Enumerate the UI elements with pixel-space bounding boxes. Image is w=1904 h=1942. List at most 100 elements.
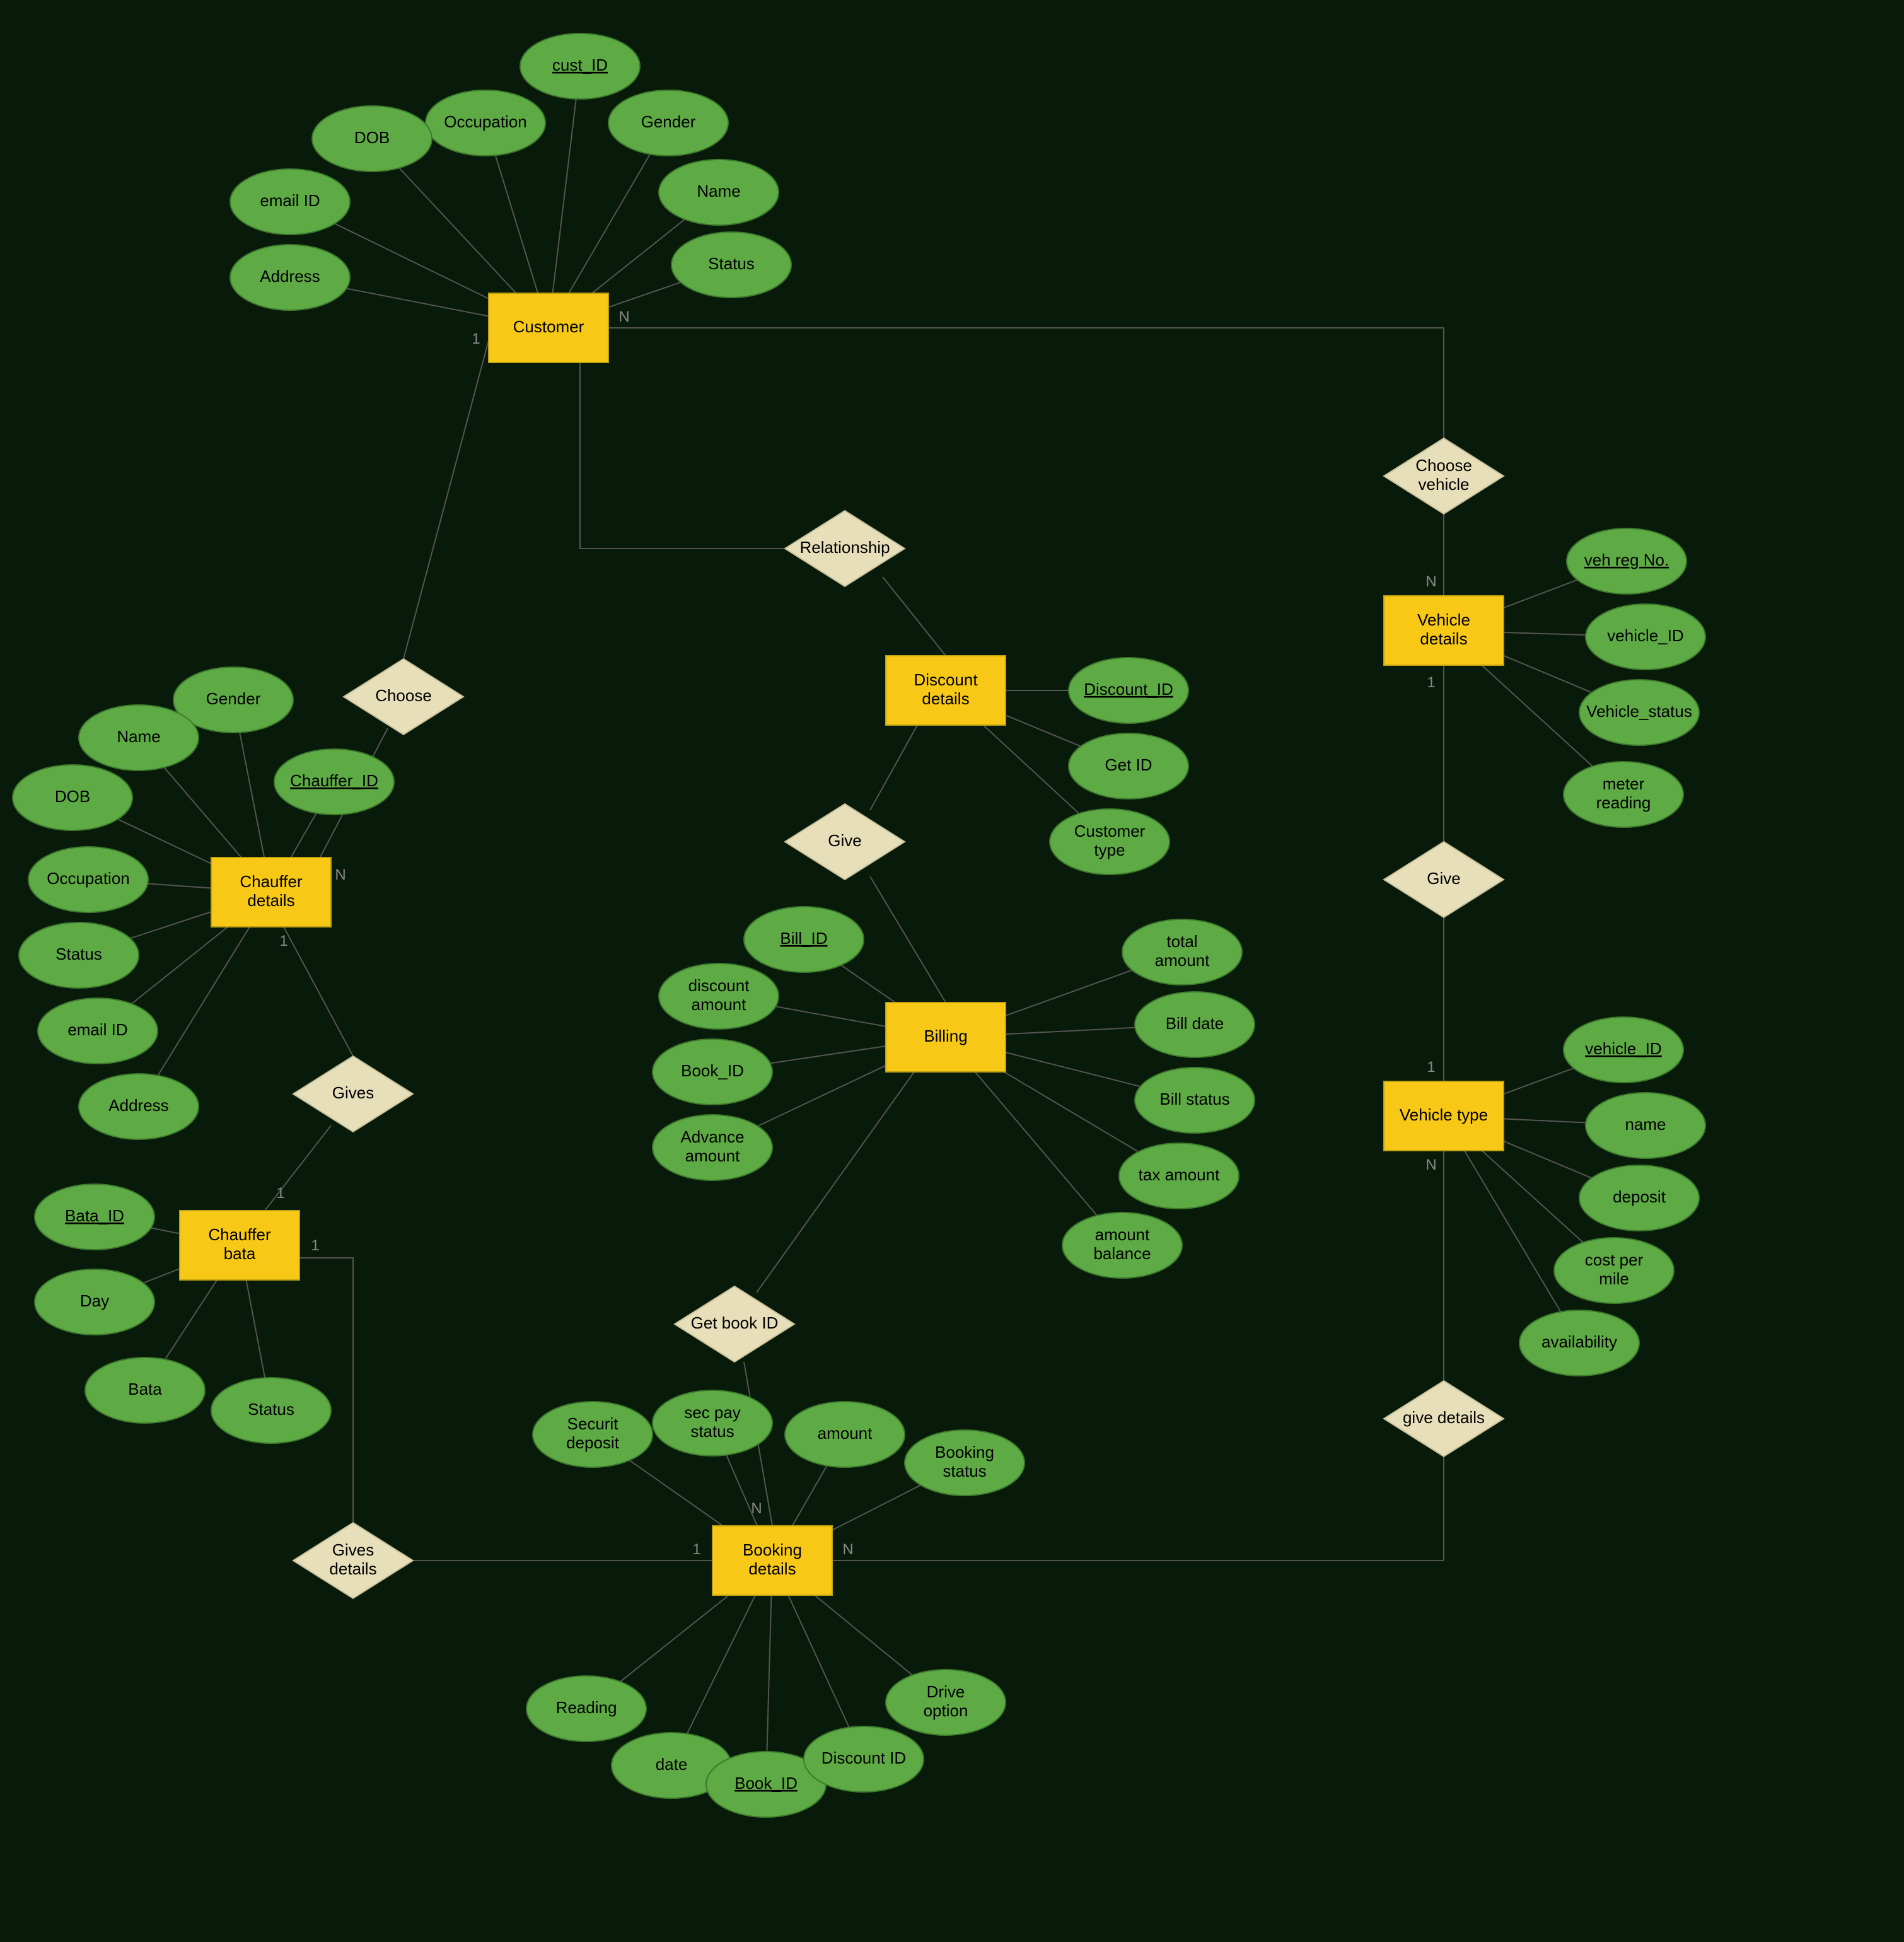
svg-text:DOB: DOB [354,128,390,147]
attribute-securit-deposit: Securitdeposit [533,1402,653,1467]
cardinality: N [618,308,629,325]
svg-text:Get ID: Get ID [1105,755,1152,774]
attribute-name: Name [79,705,199,770]
svg-text:total: total [1166,932,1197,951]
attribute-chauffer_id: Chauffer_ID [274,749,394,815]
relation-givesdetails: Givesdetails [293,1523,413,1598]
relation-choose: Choose [344,659,463,735]
cardinality: 1 [472,330,480,347]
svg-text:details: details [748,1559,796,1578]
attribute-discount-id: Discount ID [804,1726,924,1792]
attribute-drive-option: Driveoption [886,1670,1006,1735]
attribute-occupation: Occupation [28,847,148,912]
entity-chauffer: Chaufferdetails [211,858,331,927]
attribute-vehicle_id: vehicle_ID [1564,1017,1683,1083]
svg-text:veh reg No.: veh reg No. [1584,550,1669,569]
cardinality: N [335,866,345,883]
relation-choosevehicle: Choosevehicle [1384,438,1504,514]
svg-text:Chauffer: Chauffer [240,872,303,891]
svg-text:Choose: Choose [375,686,432,705]
svg-text:meter: meter [1603,774,1645,793]
attribute-bill-status: Bill status [1135,1067,1255,1133]
svg-text:Occupation: Occupation [47,869,130,888]
attribute-bill-date: Bill date [1135,992,1255,1057]
entity-billing: Billing [886,1003,1006,1072]
svg-text:deposit: deposit [1613,1187,1666,1206]
svg-text:Address: Address [108,1096,168,1115]
edge-customer-choose [403,340,489,659]
attribute-name: Name [659,160,779,225]
svg-text:amount: amount [685,1146,740,1165]
attribute-address: Address [230,245,350,310]
entity-discount: Discountdetails [886,656,1006,725]
entity-vehtype: Vehicle type [1384,1081,1504,1151]
svg-text:give details: give details [1403,1408,1485,1427]
relation-give: Give [785,804,905,880]
edge-discount-give [870,725,917,810]
cardinality: 1 [279,933,287,950]
attribute-deposit: deposit [1579,1165,1699,1231]
svg-text:Advance: Advance [680,1127,744,1146]
attribute-dob: DOB [13,765,132,830]
cardinality: N [751,1500,762,1517]
svg-text:name: name [1625,1115,1666,1134]
attribute-email-id: email ID [38,998,158,1064]
svg-text:Choose: Choose [1415,456,1472,475]
entity-vehdetails: Vehicledetails [1384,596,1504,665]
edge-relationship-discount [883,577,946,656]
svg-text:sec pay: sec pay [684,1403,741,1422]
svg-text:availability: availability [1541,1332,1617,1351]
svg-text:balance: balance [1093,1244,1151,1263]
svg-text:type: type [1094,840,1125,859]
edge-chauffer-gives [284,927,353,1056]
entity-chaufferbata: Chaufferbata [180,1211,299,1280]
svg-text:details: details [922,689,969,708]
svg-text:Gives: Gives [332,1540,374,1559]
svg-text:amount: amount [818,1424,873,1443]
attribute-bata_id: Bata_ID [35,1184,154,1250]
attribute-status: Status [211,1378,331,1443]
cardinality: 1 [1427,674,1435,691]
cardinality: 1 [276,1185,284,1202]
attribute-sec-pay-status: sec paystatus [653,1390,772,1456]
svg-text:details: details [1420,629,1467,648]
attribute-status: Status [19,922,139,988]
entity-booking: Bookingdetails [712,1526,832,1595]
svg-text:Chauffer: Chauffer [208,1225,271,1244]
attribute-cost-per-mile: cost permile [1554,1238,1674,1303]
edge-customer-choosevehicle [608,328,1444,438]
svg-text:DOB: DOB [55,787,90,806]
svg-text:vehicle: vehicle [1419,475,1470,494]
attribute-book_id: Book_ID [653,1039,772,1105]
svg-text:Discount: Discount [914,670,978,689]
svg-text:Chauffer_ID: Chauffer_ID [290,771,378,790]
cardinality: N [1425,573,1436,590]
svg-text:Give: Give [1427,869,1460,888]
attribute-customer-type: Customertype [1050,809,1170,875]
svg-text:Address: Address [260,267,320,286]
cardinality: 1 [692,1541,700,1558]
svg-text:Name: Name [117,727,160,746]
svg-text:Vehicle type: Vehicle type [1400,1105,1488,1124]
attribute-amount: amount [785,1402,905,1467]
attribute-status: Status [671,232,791,298]
attribute-vehicle_status: Vehicle_status [1579,680,1699,745]
svg-text:amount: amount [692,995,746,1014]
svg-text:option: option [924,1701,968,1720]
attribute-reading: Reading [526,1676,646,1741]
svg-text:date: date [656,1755,688,1774]
svg-text:status: status [690,1422,734,1441]
edge-customer-relationship [580,363,785,549]
svg-text:Gives: Gives [332,1083,374,1102]
attribute-name: name [1586,1093,1705,1158]
svg-text:vehicle_ID: vehicle_ID [1607,626,1683,645]
svg-text:Discount ID: Discount ID [821,1748,906,1767]
cardinality: 1 [311,1237,319,1254]
svg-text:Status: Status [248,1400,294,1419]
attribute-vehicle_id: vehicle_ID [1586,604,1705,670]
attribute-bill_id: Bill_ID [744,907,864,972]
svg-text:Give: Give [828,831,861,850]
attribute-bata: Bata [85,1358,205,1423]
svg-text:Reading: Reading [556,1698,617,1717]
svg-text:bata: bata [224,1244,256,1263]
